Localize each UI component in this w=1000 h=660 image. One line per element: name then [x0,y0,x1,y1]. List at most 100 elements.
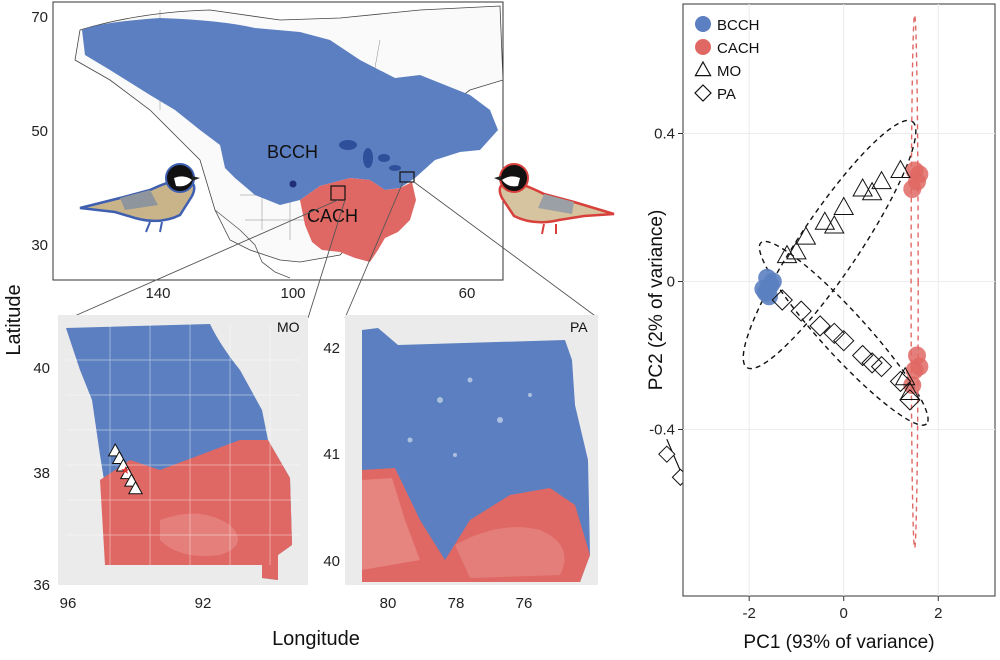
pca-ellipse-cach [910,14,919,549]
mo-transect-triangle [127,480,144,495]
mo-transect-center-mark: ★ [120,465,130,477]
pca-plot-frame [682,3,996,597]
pa-x-tick: 76 [516,595,533,612]
pca-point-mo [861,181,883,201]
pca-point-mo [776,244,798,264]
pca-point-pa [861,352,883,374]
cach-bird-illustration [494,163,615,235]
pca-y-tick-label: 0 [667,274,675,291]
pca-point-pa [870,355,893,378]
pca-point-pa [851,344,874,367]
pca-point-mo [894,366,916,386]
pca-point-mo [786,240,807,260]
mo-transect: ★ [107,442,144,495]
longitude-axis-title: Longitude [272,628,360,650]
mo-state-cach [100,440,292,580]
pca-point-mo [890,159,911,178]
mo-county-grid [66,324,300,565]
legend-key-mo [694,60,712,77]
pca-point-mo [899,381,921,400]
top-x-ticks: 140 100 60 [145,285,475,302]
pca-point-pa [899,389,921,411]
pca-x-tick-label: -2 [743,605,756,622]
legend-key-bcch [695,16,711,32]
pa-transect-diamond [658,445,676,463]
top-x-tick: 60 [459,285,476,302]
pca-point-pa [889,370,912,393]
pa-y-tick: 42 [323,340,340,357]
legend-key-pa [694,84,712,102]
latitude-axis-title: Latitude [3,284,25,355]
pca-ticks: -2 0 2 -0.4 0 0.4 [649,126,942,623]
pca-point-pa [771,289,793,311]
legend-label-cach: CACH [717,40,760,57]
pca-point-cach [903,180,922,198]
pca-y-tick-label: 0.4 [654,126,675,143]
cach-range [300,178,416,262]
mo-x-ticks: 96 92 [60,595,212,612]
pca-y-axis-title: PC2 (2% of variance) [646,210,667,391]
bcch-bird-illustration [79,163,200,233]
top-y-ticks: 70 50 30 [31,9,48,254]
pca-points [754,159,929,411]
pa-x-tick: 78 [448,595,465,612]
pca-point-cach [910,165,929,184]
pa-inset-map: PA ★ 42 41 40 80 78 76 [323,315,717,612]
pa-panel-label: PA [570,319,588,335]
pca-gridlines [683,4,995,596]
pca-point-mo [823,214,845,234]
top-y-tick: 50 [31,123,48,140]
pca-point-mo [833,196,855,215]
pca-scatter-plot: -2 0 2 -0.4 0 0.4 BCCH CACH MO PA PC1 (93% of va… [646,3,996,653]
pca-point-mo [871,170,892,190]
pa-x-tick: 80 [380,595,397,612]
range-marker [289,180,297,188]
inset-connectors [69,181,599,319]
pca-ellipse-mo [742,119,917,370]
pca-point-mo [852,177,873,197]
pa-west-patch [362,478,420,570]
pca-legend: BCCH CACH MO PA [694,16,760,103]
legend-key-cach [695,39,711,55]
mo-panel-label: MO [277,319,300,335]
top-x-tick: 100 [280,285,305,302]
pca-x-tick-label: 0 [840,605,848,622]
mo-y-ticks: 40 38 36 [33,360,50,594]
pa-y-ticks: 42 41 40 [323,340,340,570]
great-lakes [339,140,401,171]
legend-label-pa: PA [717,86,736,103]
pca-point-mo [795,226,817,245]
mo-y-tick: 38 [33,465,50,482]
mo-y-tick: 36 [33,577,50,594]
pa-x-ticks: 80 78 76 [380,595,533,612]
pca-point-pa [833,329,855,352]
legend-label-mo: MO [717,63,741,80]
pca-point-mo [814,211,836,230]
mexico-coast [214,209,291,279]
cach-map-label: CACH [307,206,358,226]
pca-point-pa [823,322,845,345]
top-y-tick: 30 [31,237,48,254]
pca-point-bcch [758,268,777,287]
pca-point-cach [910,357,929,376]
pca-y-tick-label: -0.4 [649,422,675,439]
bcch-range [82,18,498,205]
mo-x-tick: 96 [60,595,77,612]
bcch-map-label: BCCH [267,142,318,162]
mo-inset-map: MO ★ 40 38 36 96 92 [33,315,308,612]
pa-gap-marks [407,377,532,457]
pa-y-tick: 41 [323,446,340,463]
pa-south-patch [455,527,565,578]
pca-point-pa [790,300,812,322]
top-y-tick: 70 [31,9,48,26]
top-range-map: BCCH CACH 70 50 30 140 100 60 [31,1,504,302]
mo-y-tick: 40 [33,360,50,377]
pa-study-box [399,171,415,183]
legend-label-bcch: BCCH [717,17,760,34]
pca-x-axis-title: PC1 (93% of variance) [743,632,934,653]
pca-point-pa [809,315,831,337]
pca-x-tick-label: 2 [934,605,942,622]
top-x-tick: 140 [145,285,170,302]
pa-y-tick: 40 [323,553,340,570]
